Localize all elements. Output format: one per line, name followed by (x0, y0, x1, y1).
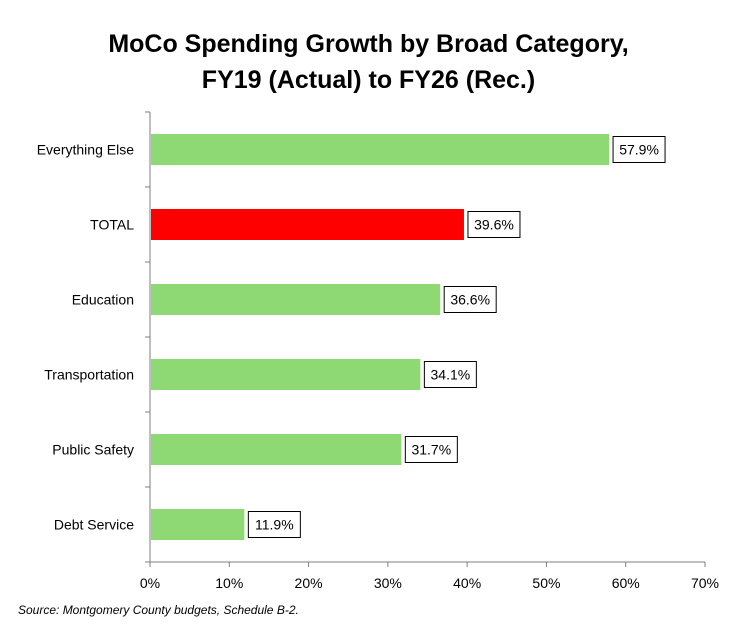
bar (151, 134, 610, 165)
category-label: Everything Else (37, 142, 134, 158)
data-label: 57.9% (619, 142, 659, 158)
source-note: Source: Montgomery County budgets, Sched… (18, 603, 299, 617)
data-label-box (467, 211, 521, 238)
data-label: 34.1% (431, 367, 471, 383)
data-label: 31.7% (411, 442, 451, 458)
category-label: Debt Service (54, 517, 134, 533)
category-label: TOTAL (90, 217, 134, 233)
category-label: Transportation (44, 367, 134, 383)
data-label: 11.9% (255, 517, 294, 533)
x-tick-label: 40% (453, 575, 481, 591)
x-tick-label: 50% (532, 575, 560, 591)
x-tick-label: 10% (215, 575, 243, 591)
bar (151, 209, 464, 240)
x-tick-label: 70% (691, 575, 719, 591)
chart-title-line-2: FY19 (Actual) to FY26 (Rec.) (201, 66, 536, 94)
bar (151, 284, 441, 315)
x-tick-label: 20% (295, 575, 323, 591)
plot-area: 0% 10% 20% 30% 40% 50% 60% 70% Everything Else 57… (37, 111, 719, 591)
bar (151, 434, 402, 465)
bar (151, 359, 421, 390)
data-label: 36.6% (450, 292, 490, 308)
data-label-box (612, 136, 666, 163)
category-label: Education (72, 292, 134, 308)
bar (151, 509, 245, 540)
category-label: Public Safety (52, 442, 134, 458)
x-tick-label: 30% (374, 575, 402, 591)
x-tick-label: 0% (140, 575, 160, 591)
data-label: 39.6% (474, 217, 514, 233)
chart-title-line-1: MoCo Spending Growth by Broad Category, (108, 30, 629, 58)
data-label-box (247, 511, 301, 538)
data-label-box (423, 361, 477, 388)
data-label-box (404, 436, 458, 463)
chart-title: MoCo Spending Growth by Broad Category, … (0, 26, 737, 98)
x-tick-label: 60% (612, 575, 640, 591)
data-label-box (443, 286, 497, 313)
